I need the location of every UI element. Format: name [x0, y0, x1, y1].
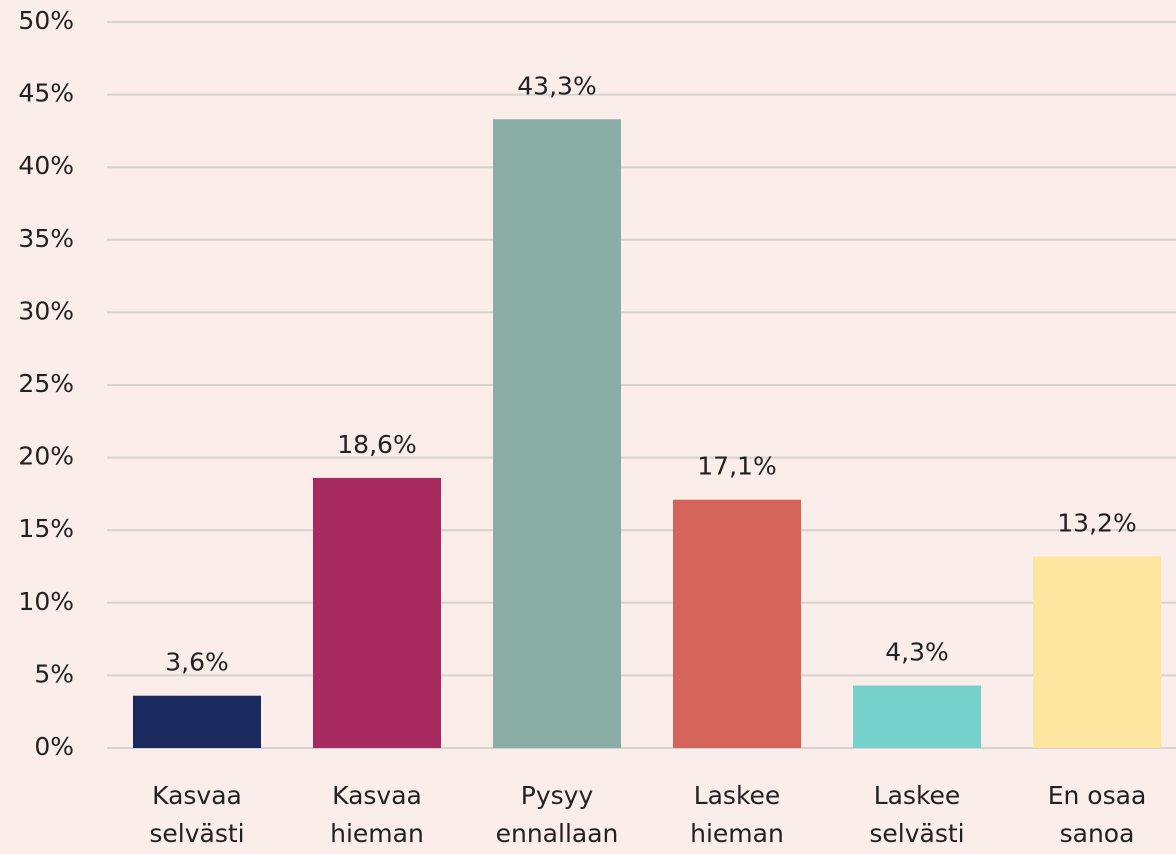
y-tick-label: 25%: [18, 369, 74, 398]
y-tick-label: 15%: [18, 514, 74, 543]
y-tick-label: 40%: [18, 151, 74, 180]
data-label: 13,2%: [1057, 508, 1136, 537]
y-tick-label: 0%: [34, 732, 74, 761]
y-tick-label: 50%: [18, 6, 74, 35]
x-tick-label: En osaa sanoa: [1048, 781, 1147, 848]
x-tick-label: Kasvaa selvästi: [149, 781, 244, 848]
data-label: 3,6%: [165, 648, 229, 677]
bar: [1033, 556, 1161, 748]
bar: [493, 119, 621, 748]
bar: [313, 477, 441, 748]
x-tick-label: Kasvaa hieman: [330, 781, 424, 848]
y-tick-label: 5%: [34, 659, 74, 688]
bar: [853, 685, 981, 748]
y-tick-label: 20%: [18, 442, 74, 471]
data-label: 17,1%: [697, 452, 776, 481]
data-label: 43,3%: [517, 71, 596, 100]
y-tick-label: 10%: [18, 587, 74, 616]
x-tick-label: Laskee hieman: [690, 781, 784, 848]
data-label: 18,6%: [337, 430, 416, 459]
x-tick-label: Laskee selvästi: [869, 781, 964, 848]
y-tick-label: 45%: [18, 79, 74, 108]
bar: [133, 695, 261, 748]
data-label: 4,3%: [885, 638, 949, 667]
y-tick-label: 35%: [18, 224, 74, 253]
x-tick-label: Pysyy ennallaan: [496, 781, 619, 848]
bar: [673, 499, 801, 748]
y-tick-label: 30%: [18, 296, 74, 325]
